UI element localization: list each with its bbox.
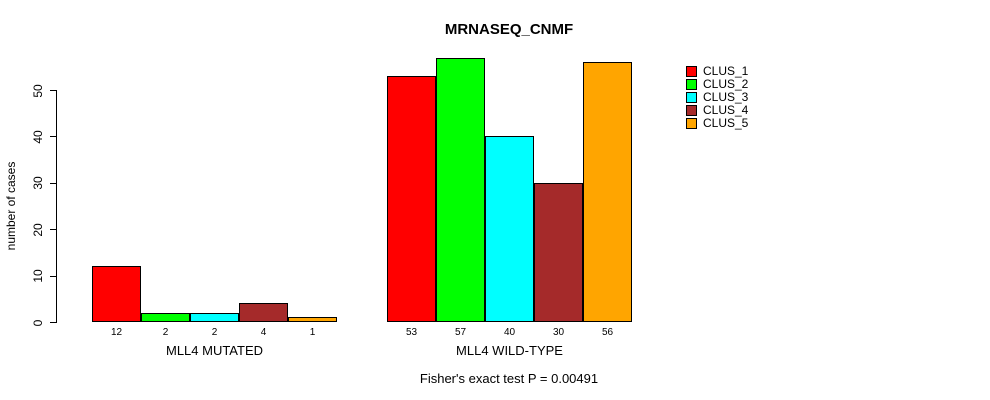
y-tick-label: 0 bbox=[31, 319, 45, 326]
bar-value-label: 4 bbox=[260, 327, 267, 338]
y-tick-mark bbox=[50, 182, 56, 184]
y-tick-mark bbox=[50, 322, 56, 323]
bar-clus_5-group2 bbox=[583, 62, 632, 322]
bar-value-label: 56 bbox=[601, 327, 614, 338]
y-tick-label: 50 bbox=[31, 83, 45, 98]
bar-clus_3-group2 bbox=[485, 136, 534, 322]
bar-value-label: 2 bbox=[162, 327, 169, 338]
bar-value-label: 40 bbox=[503, 327, 516, 338]
bar-value-label: 57 bbox=[454, 327, 467, 338]
y-tick-label: 10 bbox=[31, 269, 45, 283]
bar-clus_5-group1 bbox=[288, 317, 337, 322]
y-tick-mark bbox=[50, 275, 56, 277]
x-group-label: MLL4 WILD-TYPE bbox=[456, 343, 563, 358]
bar-value-label: 53 bbox=[405, 327, 418, 338]
bar-clus_4-group2 bbox=[534, 182, 583, 322]
y-tick-mark bbox=[50, 229, 56, 231]
x-group-label: MLL4 MUTATED bbox=[165, 343, 264, 358]
y-tick-label: 40 bbox=[31, 130, 45, 144]
annotation-text: Fisher's exact test P = 0.00491 bbox=[419, 371, 599, 386]
chart-title: MRNASEQ_CNMF bbox=[444, 21, 574, 38]
bar-clus_2-group2 bbox=[436, 57, 485, 322]
y-axis-line bbox=[56, 90, 57, 323]
bar-clus_2-group1 bbox=[141, 312, 190, 322]
y-tick-label: 20 bbox=[31, 223, 45, 237]
bar-clus_4-group1 bbox=[239, 303, 288, 322]
bar-value-label: 12 bbox=[110, 327, 123, 338]
y-tick-mark bbox=[50, 90, 56, 91]
bar-clus_1-group1 bbox=[92, 266, 141, 322]
bar-clus_1-group2 bbox=[387, 76, 436, 322]
y-tick-label: 30 bbox=[31, 176, 45, 190]
bar-value-label: 2 bbox=[211, 327, 218, 338]
bar-clus_3-group1 bbox=[190, 312, 239, 322]
bar-value-label: 30 bbox=[552, 327, 565, 338]
y-tick-mark bbox=[50, 136, 56, 138]
bar-value-label: 1 bbox=[309, 327, 316, 338]
